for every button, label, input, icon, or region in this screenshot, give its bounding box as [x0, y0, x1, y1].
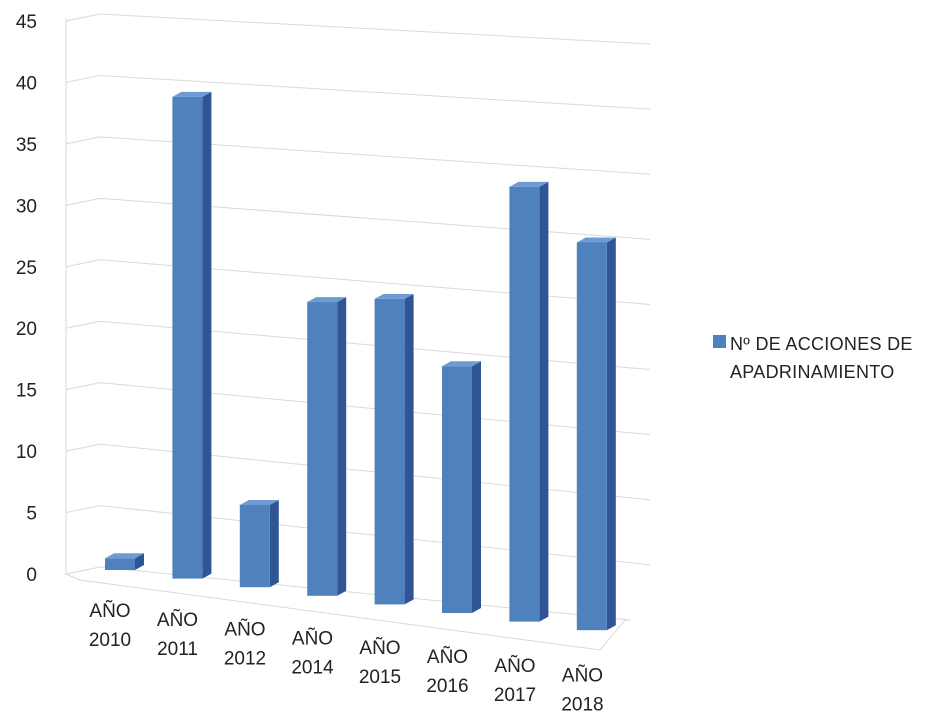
bar	[105, 553, 144, 570]
bar	[442, 361, 481, 613]
y-tick-label: 15	[16, 381, 37, 402]
gridlines	[64, 13, 651, 651]
x-tick-label: AÑO 2011	[157, 609, 198, 660]
x-tick-label: AÑO 2017	[494, 655, 536, 706]
bar	[239, 500, 279, 588]
legend: Nº DE ACCIONES DE APADRINAMIENTO	[713, 330, 930, 386]
bars	[105, 91, 616, 631]
y-tick-label: 5	[26, 504, 37, 525]
x-axis-labels: AÑO 2010 AÑO 2011 AÑO 2012 AÑO 2014 AÑO 2015 AÑO 20…	[89, 600, 604, 715]
x-tick-label: AÑO 2015	[359, 637, 401, 688]
y-axis-ticks: 0 5 10 15 20 25 30 35 40 45	[16, 12, 37, 586]
x-tick-label: AÑO 2016	[426, 646, 468, 697]
x-tick-label: AÑO 2010	[89, 600, 131, 651]
legend-series-label: Nº DE ACCIONES DE APADRINAMIENTO	[730, 334, 913, 382]
x-tick-label: AÑO 2018	[561, 664, 603, 715]
x-tick-label: AÑO 2012	[224, 618, 266, 669]
bar	[576, 237, 616, 631]
bar	[374, 293, 414, 605]
y-tick-label: 35	[16, 135, 37, 156]
y-tick-label: 10	[16, 442, 37, 463]
y-tick-label: 20	[16, 319, 37, 340]
bar	[509, 181, 549, 622]
bar	[307, 297, 347, 596]
y-tick-label: 0	[26, 565, 37, 586]
y-tick-label: 30	[16, 196, 37, 217]
y-tick-label: 45	[16, 12, 37, 33]
y-tick-label: 25	[16, 258, 37, 279]
bar	[172, 91, 212, 579]
x-tick-label: AÑO 2014	[291, 628, 334, 679]
y-tick-label: 40	[16, 73, 37, 94]
floor	[64, 566, 631, 651]
legend-swatch	[713, 335, 726, 348]
